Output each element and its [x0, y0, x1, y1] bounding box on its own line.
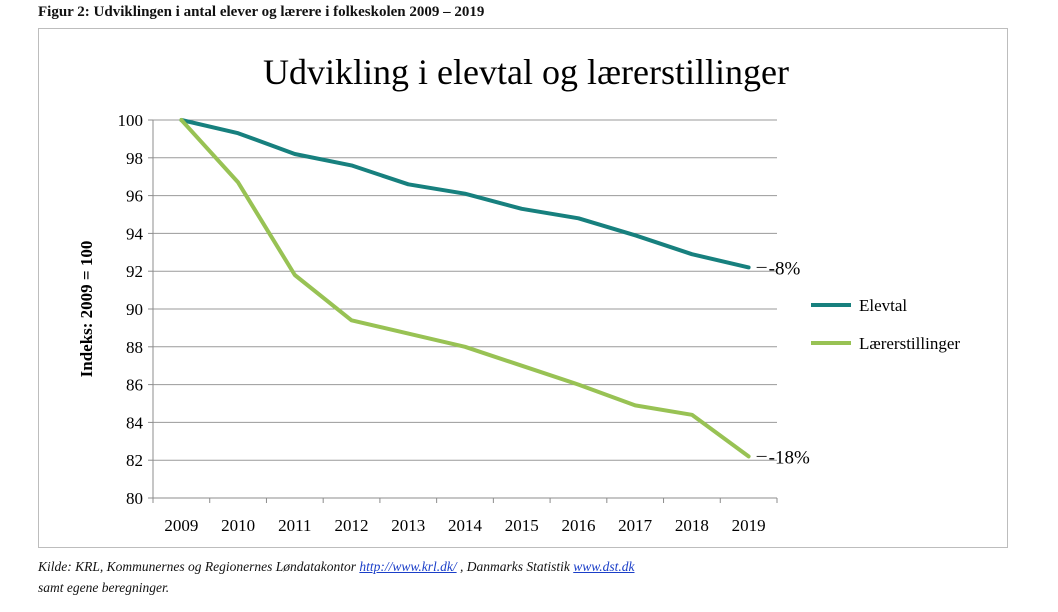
x-tick-label: 2011 — [278, 516, 311, 535]
y-tick-label: 100 — [118, 111, 144, 130]
y-tick-label: 84 — [126, 413, 144, 432]
y-tick-label: 80 — [126, 489, 143, 508]
series-line-elevtal — [179, 118, 751, 270]
y-tick-label: 88 — [126, 338, 143, 357]
legend-label: Elevtal — [859, 296, 907, 315]
x-tick-label: 2012 — [335, 516, 369, 535]
x-tick-label: 2014 — [448, 516, 483, 535]
x-tick-label: 2017 — [618, 516, 653, 535]
x-tick-label: 2019 — [732, 516, 766, 535]
end-label: -18% — [769, 447, 810, 468]
y-tick-label: 94 — [126, 224, 144, 243]
chart-frame: Udvikling i elevtal og lærerstillinger 1… — [38, 28, 1008, 548]
source-note: Kilde: KRL, Kommunernes og Regionernes L… — [38, 556, 635, 598]
y-tick-label: 96 — [126, 187, 143, 206]
y-tick-label: 92 — [126, 262, 143, 281]
x-tick-label: 2015 — [505, 516, 539, 535]
chart-title: Udvikling i elevtal og lærerstillinger — [263, 52, 789, 92]
figure-caption: Figur 2: Udviklingen i antal elever og l… — [38, 4, 485, 20]
y-tick-label: 86 — [126, 376, 143, 395]
source-prefix: Kilde: KRL, Kommunernes og Regionernes L… — [38, 559, 360, 574]
y-tick-label: 98 — [126, 149, 143, 168]
x-tick-label: 2018 — [675, 516, 709, 535]
y-tick-label: 82 — [126, 451, 143, 470]
x-tick-label: 2009 — [164, 516, 198, 535]
source-middle: , Danmarks Statistik — [456, 559, 574, 574]
y-tick-label: 90 — [126, 300, 143, 319]
y-axis-label: Indeks: 2009 = 100 — [77, 241, 96, 378]
line-chart: Udvikling i elevtal og lærerstillinger 1… — [77, 52, 960, 535]
x-tick-label: 2013 — [391, 516, 425, 535]
source-line-1: Kilde: KRL, Kommunernes og Regionernes L… — [38, 556, 635, 577]
source-line-2: samt egene beregninger. — [38, 580, 170, 595]
end-label: -8% — [769, 258, 801, 279]
dst-link[interactable]: www.dst.dk — [573, 559, 635, 574]
x-tick-label: 2010 — [221, 516, 255, 535]
series-line-laererstillinger — [179, 118, 751, 459]
x-tick-label: 2016 — [561, 516, 595, 535]
legend-label: Lærerstillinger — [859, 334, 960, 353]
krl-link[interactable]: http://www.krl.dk/ — [359, 559, 457, 574]
